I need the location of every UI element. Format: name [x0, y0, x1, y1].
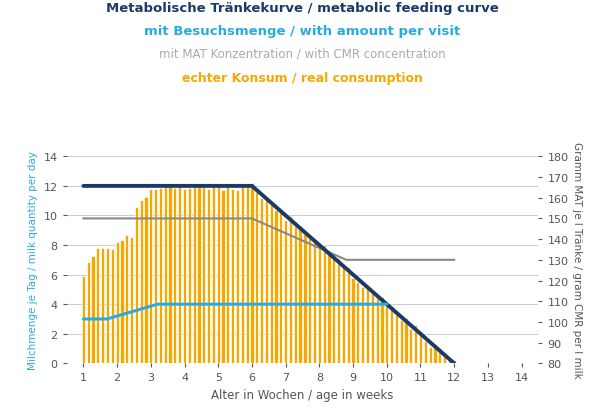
Bar: [352, 279, 355, 363]
Bar: [414, 325, 417, 363]
Bar: [91, 256, 94, 363]
Bar: [385, 306, 388, 363]
Bar: [337, 259, 340, 363]
Bar: [419, 332, 422, 363]
Bar: [280, 212, 283, 363]
Bar: [342, 266, 345, 363]
Bar: [404, 318, 408, 363]
Bar: [265, 197, 268, 363]
Bar: [221, 190, 224, 363]
Bar: [183, 190, 186, 363]
Bar: [87, 263, 90, 363]
Bar: [270, 204, 273, 363]
Bar: [443, 353, 446, 363]
Bar: [145, 197, 148, 363]
Text: mit MAT Konzentration / with CMR concentration: mit MAT Konzentration / with CMR concent…: [159, 47, 446, 60]
Bar: [106, 249, 109, 363]
Bar: [289, 216, 292, 363]
Bar: [366, 289, 369, 363]
Bar: [168, 187, 172, 363]
Bar: [159, 188, 162, 363]
Bar: [318, 248, 321, 363]
Bar: [347, 267, 350, 363]
Bar: [260, 198, 263, 363]
Bar: [428, 347, 432, 363]
Bar: [400, 320, 403, 363]
Bar: [130, 237, 133, 363]
Bar: [164, 186, 167, 363]
Bar: [154, 189, 157, 363]
Bar: [241, 186, 244, 363]
Bar: [284, 220, 287, 363]
Text: mit Besuchsmenge / with amount per visit: mit Besuchsmenge / with amount per visit: [145, 25, 460, 38]
Bar: [381, 297, 384, 363]
Bar: [246, 186, 249, 363]
Bar: [361, 287, 364, 363]
Bar: [255, 192, 258, 363]
Bar: [250, 184, 253, 363]
Bar: [197, 187, 201, 363]
Y-axis label: Gramm MAT je l Tränke / gram CMR per l milk: Gramm MAT je l Tränke / gram CMR per l m…: [572, 142, 583, 378]
Bar: [409, 329, 413, 363]
Bar: [149, 189, 152, 363]
Bar: [356, 282, 359, 363]
Bar: [322, 245, 325, 363]
Bar: [82, 276, 85, 363]
Bar: [453, 362, 456, 363]
Bar: [390, 311, 393, 363]
Y-axis label: Milchmenge je Tag / milk quantity per day: Milchmenge je Tag / milk quantity per da…: [28, 151, 38, 369]
Bar: [226, 186, 229, 363]
Bar: [212, 186, 215, 363]
Bar: [116, 242, 119, 363]
Bar: [192, 188, 196, 363]
Bar: [275, 211, 278, 363]
Bar: [236, 190, 239, 363]
Bar: [438, 349, 441, 363]
Bar: [293, 226, 297, 363]
Bar: [371, 293, 374, 363]
Text: Metabolische Tränkekurve / metabolic feeding curve: Metabolische Tränkekurve / metabolic fee…: [106, 2, 499, 15]
Bar: [173, 188, 177, 363]
Bar: [178, 186, 181, 363]
X-axis label: Alter in Wochen / age in weeks: Alter in Wochen / age in weeks: [211, 388, 394, 401]
Bar: [433, 344, 437, 363]
Bar: [111, 249, 114, 363]
Bar: [308, 237, 312, 363]
Bar: [125, 235, 128, 363]
Bar: [313, 241, 316, 363]
Bar: [332, 254, 335, 363]
Bar: [101, 249, 104, 363]
Bar: [202, 186, 205, 363]
Bar: [448, 359, 451, 363]
Bar: [207, 189, 210, 363]
Bar: [376, 298, 379, 363]
Bar: [140, 200, 143, 363]
Bar: [135, 208, 138, 363]
Bar: [188, 188, 191, 363]
Bar: [120, 240, 123, 363]
Bar: [96, 249, 99, 363]
Bar: [327, 252, 330, 363]
Bar: [298, 227, 302, 363]
Bar: [231, 189, 234, 363]
Bar: [217, 186, 220, 363]
Bar: [453, 361, 456, 363]
Text: echter Konsum / real consumption: echter Konsum / real consumption: [182, 72, 423, 85]
Bar: [424, 341, 427, 363]
Bar: [303, 235, 307, 363]
Bar: [395, 313, 398, 363]
